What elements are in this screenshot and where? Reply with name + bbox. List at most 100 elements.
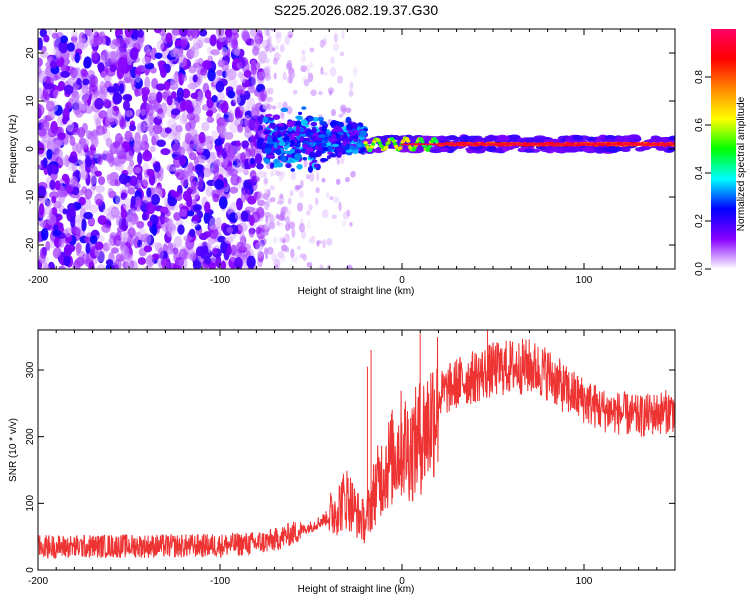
spectrogram-marks [38,29,675,269]
spectrogram-cell [235,241,246,254]
spectrogram-cell [215,80,225,93]
spectrogram-cell [179,257,188,269]
spectrogram-cell [264,147,272,154]
spectrogram-cell [275,34,282,44]
spectrogram-cell [134,231,143,241]
spectrogram-cell [308,204,313,211]
spectrogram-cell [106,173,117,186]
spectrogram-cell [318,134,326,138]
spectrogram-cell [320,121,328,126]
spectrogram-cell [266,32,271,37]
spectrogram-cell [224,142,232,154]
spectrogram-cell [231,38,239,49]
spectrogram-cell [248,228,255,238]
spectrogram-cell [70,215,76,229]
spectrogram-cell [335,178,341,185]
spectrogram-cell [240,190,247,203]
spectrogram-cell [295,184,302,190]
spectrogram-cell [217,59,225,67]
spectrogram-cell [52,229,62,237]
spectrogram-cell [187,249,197,261]
spectrogram-cell [272,114,281,120]
spectrogram-cell [63,255,71,267]
spectrogram-cell [288,70,295,80]
spectrogram-cell [273,57,278,65]
spectrogram-cell [267,35,272,45]
spectrogram-cell [113,259,122,269]
spectrogram-cell [292,89,298,95]
spectrogram-cell [186,29,192,37]
spectrogram-cell [170,100,180,112]
spectrogram-cell [295,120,302,126]
spectrogram-cell [141,179,148,189]
spectrogram-cell [165,32,173,44]
spectrogram-cell [55,50,63,60]
spectrogram-cell [160,42,168,52]
colorbar: 0.0 0.2 0.4 0.6 0.8 Normalized spectral ampl… [694,29,747,276]
spectrogram-cell [294,153,303,160]
spectrogram-cell [263,178,269,185]
spectrogram-cell [107,106,114,115]
spectrogram-cell [289,148,296,154]
spectrogram-cell [81,122,88,134]
spectrogram-cell [123,150,134,162]
snr-ticks: -200 -100 0 100 0 100 200 300 [25,330,676,587]
spectrogram-cell [295,142,301,148]
spectrogram-cell [244,69,252,79]
spectrogram-cell [240,252,249,259]
spectrogram-cell [263,170,268,180]
spectrogram-cell [181,110,188,123]
spectrogram-cell [107,51,118,63]
spectrogram-cell [87,218,95,226]
snr-series-line [38,337,675,559]
spectrogram-cell [365,145,370,149]
spectrogram-cell [173,235,183,248]
spectrogram-cell [287,126,293,132]
spectrogram-cell [68,207,76,219]
spectrogram-cell [279,170,286,177]
spectrogram-cell [146,48,154,56]
snr-y-tick-label: 100 [25,495,36,512]
spectrogram-cell [49,191,60,199]
spectrogram-cell [222,45,228,53]
colorbar-ticks: 0.0 0.2 0.4 0.6 0.8 [694,70,711,276]
spectrogram-cell [171,29,182,36]
spectrogram-cell [46,137,55,151]
spectrogram-cell [199,29,208,37]
spectrogram-cell [211,247,218,256]
spectrogram-cell [115,194,122,207]
spectrogram-cell [276,220,280,226]
spectrogram-cell [279,237,285,243]
spectrogram-cell [97,61,105,74]
spectrogram-cell [40,227,49,241]
spectrogram-cell [236,162,245,173]
spectrogram-cell [429,148,443,154]
spectrogram-cell [228,168,239,177]
spectrogram-cell [296,202,304,212]
spectrogram-cell [308,238,312,244]
spectrogram-cell [331,143,340,148]
spectrogram-cell [75,214,82,224]
spectrogram-cell [206,116,215,123]
spectrogram-cell [331,214,337,220]
spectrogram-cell [265,154,274,159]
spectrogram-cell [201,121,210,132]
spectrogram-cell [220,46,228,57]
spectrogram-cell [342,211,350,220]
spectrogram-cell [391,139,397,144]
spectrogram-cell [307,220,311,229]
spectrogram-cell [319,264,324,269]
spectrogram-cell [231,29,239,37]
spectrogram-cell [206,110,213,117]
spectrogram-cell [306,210,311,216]
spectrogram-cell [277,123,285,127]
spectrogram-cell [102,123,108,135]
spectrogram-cell [94,234,105,243]
spectrogram-cell [192,35,200,49]
snr-x-tick-label: -100 [210,576,230,587]
spectrogram-cell [157,247,164,259]
spectrogram-cell [129,124,136,132]
spectrogram-cell [256,162,264,170]
spectrogram-cell [267,87,274,95]
spectrogram-cell [316,171,320,181]
